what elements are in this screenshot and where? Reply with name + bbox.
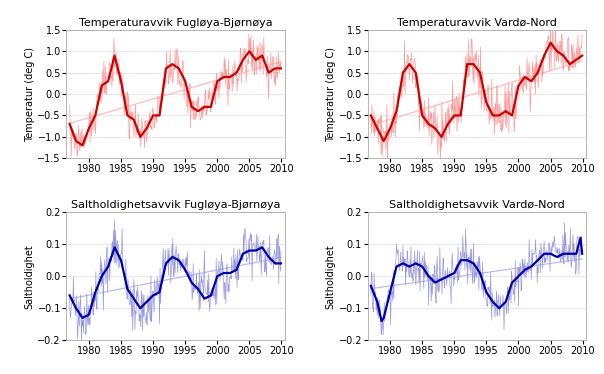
Title: Saltholdighetsavvik Vardø-Nord: Saltholdighetsavvik Vardø-Nord — [389, 200, 565, 210]
Y-axis label: Saltholdighet: Saltholdighet — [326, 244, 336, 309]
Title: Temperaturavvik Vardø-Nord: Temperaturavvik Vardø-Nord — [397, 18, 557, 28]
Y-axis label: Temperatur (deg C): Temperatur (deg C) — [25, 46, 34, 141]
Title: Temperaturavvik Fugløya-Bjørnøya: Temperaturavvik Fugløya-Bjørnøya — [79, 18, 272, 28]
Title: Saltholdighetsavvik Fugløya-Bjørnøya: Saltholdighetsavvik Fugløya-Bjørnøya — [71, 200, 280, 210]
Y-axis label: Saltholdighet: Saltholdighet — [25, 244, 34, 309]
Y-axis label: Temperatur (deg C): Temperatur (deg C) — [326, 46, 336, 141]
